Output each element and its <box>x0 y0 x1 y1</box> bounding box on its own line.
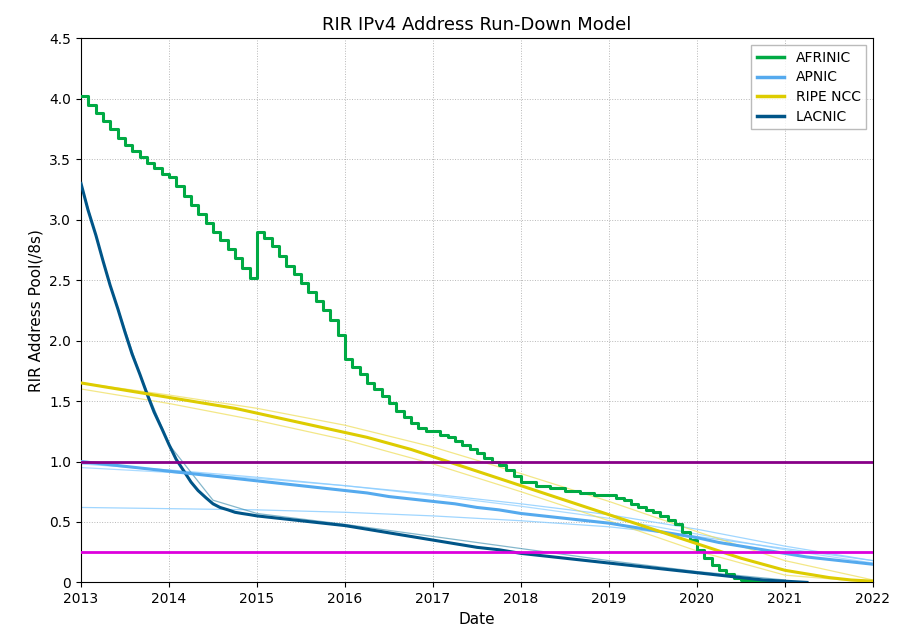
Title: RIR IPv4 Address Run-Down Model: RIR IPv4 Address Run-Down Model <box>322 16 632 34</box>
Legend: AFRINIC, APNIC, RIPE NCC, LACNIC: AFRINIC, APNIC, RIPE NCC, LACNIC <box>752 45 866 129</box>
X-axis label: Date: Date <box>459 612 495 627</box>
Y-axis label: RIR Address Pool(/8s): RIR Address Pool(/8s) <box>29 229 44 392</box>
